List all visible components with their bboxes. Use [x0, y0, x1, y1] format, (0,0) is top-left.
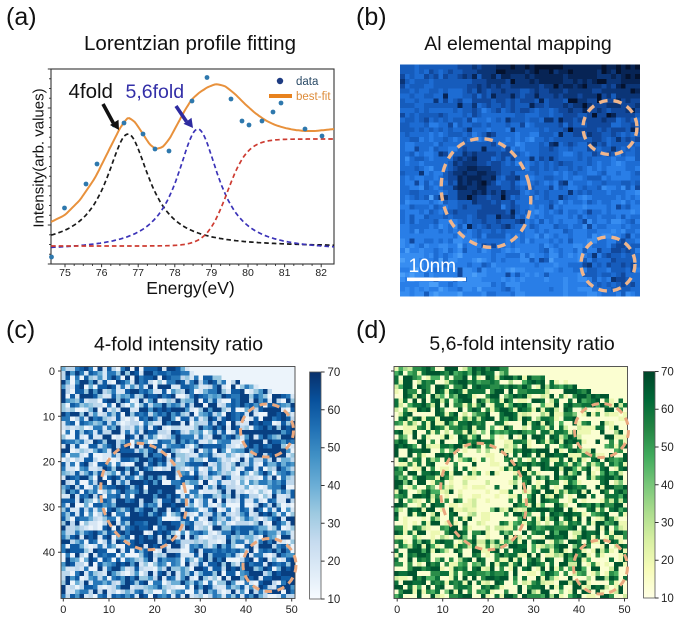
svg-text:Energy(eV): Energy(eV)	[146, 278, 235, 298]
svg-text:Lorentzian profile fitting: Lorentzian profile fitting	[84, 32, 296, 55]
svg-text:60: 60	[661, 404, 674, 416]
svg-text:78: 78	[169, 267, 181, 279]
svg-text:50: 50	[286, 604, 298, 616]
svg-text:10nm: 10nm	[409, 256, 457, 277]
svg-text:30: 30	[661, 518, 674, 530]
svg-text:20: 20	[149, 604, 161, 616]
svg-text:50: 50	[328, 443, 341, 455]
svg-text:(c): (c)	[6, 316, 35, 344]
svg-text:60: 60	[328, 405, 341, 417]
svg-text:40: 40	[240, 604, 252, 616]
svg-text:20: 20	[661, 555, 674, 567]
svg-text:(b): (b)	[356, 3, 387, 31]
svg-text:0: 0	[394, 604, 400, 616]
svg-text:Al elemental mapping: Al elemental mapping	[424, 33, 612, 55]
svg-text:50: 50	[618, 604, 630, 616]
svg-text:(a): (a)	[6, 3, 37, 31]
svg-text:30: 30	[328, 518, 341, 530]
svg-text:40: 40	[661, 480, 674, 492]
svg-text:10: 10	[43, 411, 55, 423]
svg-text:70: 70	[328, 367, 341, 379]
svg-text:Intensity(arb. values): Intensity(arb. values)	[31, 88, 48, 227]
svg-text:0: 0	[60, 604, 66, 616]
svg-text:75: 75	[59, 267, 71, 279]
svg-text:76: 76	[96, 267, 108, 279]
svg-text:(d): (d)	[356, 316, 387, 344]
svg-text:10: 10	[661, 593, 674, 605]
svg-text:20: 20	[43, 457, 55, 469]
svg-text:4-fold intensity ratio: 4-fold intensity ratio	[94, 334, 263, 356]
svg-text:10: 10	[103, 604, 115, 616]
svg-text:10: 10	[328, 594, 341, 606]
svg-text:20: 20	[482, 604, 494, 616]
svg-text:10: 10	[437, 604, 449, 616]
svg-text:0: 0	[49, 366, 55, 378]
svg-text:best-fit: best-fit	[296, 91, 331, 103]
svg-text:5,6fold: 5,6fold	[126, 81, 185, 103]
svg-text:30: 30	[43, 502, 55, 514]
svg-text:82: 82	[315, 267, 327, 279]
svg-text:40: 40	[328, 481, 341, 493]
svg-text:20: 20	[328, 556, 341, 568]
svg-text:81: 81	[279, 267, 291, 279]
svg-text:data: data	[296, 76, 319, 88]
svg-text:80: 80	[242, 267, 254, 279]
svg-text:30: 30	[194, 604, 206, 616]
svg-text:4fold: 4fold	[69, 80, 113, 103]
svg-text:40: 40	[43, 547, 55, 559]
svg-text:5,6-fold intensity ratio: 5,6-fold intensity ratio	[429, 333, 615, 355]
svg-text:79: 79	[206, 267, 218, 279]
svg-text:30: 30	[527, 604, 539, 616]
svg-text:40: 40	[573, 604, 585, 616]
svg-text:77: 77	[132, 267, 144, 279]
svg-text:70: 70	[661, 367, 674, 379]
svg-text:50: 50	[661, 442, 674, 454]
